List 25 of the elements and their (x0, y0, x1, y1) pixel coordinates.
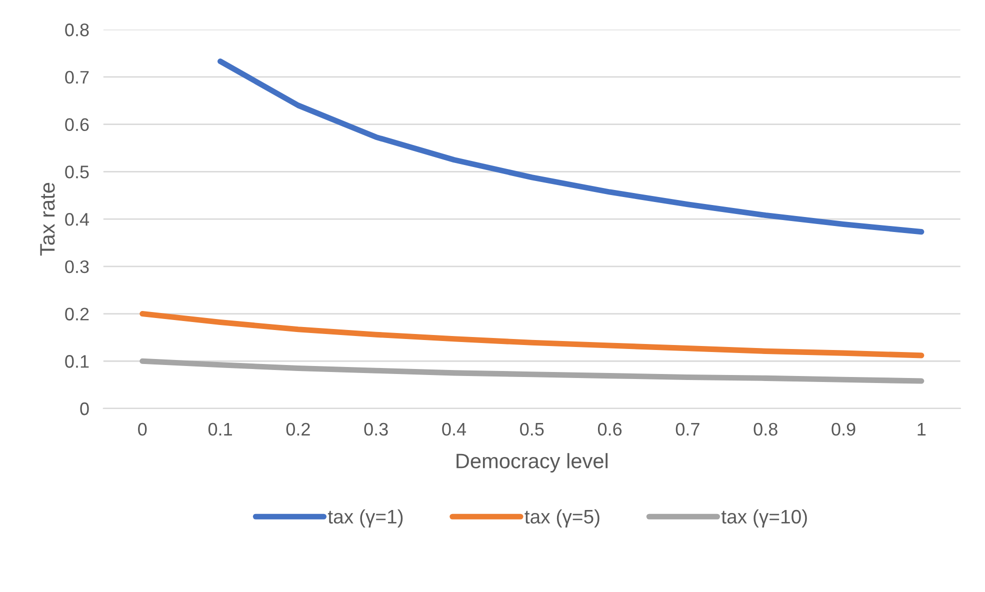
y-tick-label: 0.4 (65, 212, 90, 226)
x-tick-label: 0.8 (754, 422, 778, 436)
legend-label: tax (γ=1) (328, 509, 403, 528)
y-tick-label: 0.7 (65, 70, 89, 84)
y-tick-label: 0.3 (65, 260, 89, 274)
y-tick-label: 0.8 (65, 24, 89, 36)
x-tick-label: 0.5 (520, 422, 544, 436)
x-tick-label: 1 (918, 423, 926, 436)
x-tick-label: 0.6 (598, 422, 622, 436)
y-tick-label: 0.5 (65, 166, 89, 178)
y-tick-label: 0 (80, 402, 89, 416)
x-axis-title: Democracy level (456, 453, 608, 473)
legend-label: tax (γ=5) (524, 509, 600, 528)
x-tick-label: 0.7 (676, 422, 700, 436)
y-tick-label: 0.1 (65, 355, 89, 368)
y-tick-label: 0.2 (65, 308, 89, 320)
x-tick-label: 0 (138, 422, 147, 436)
x-tick-label: 0.9 (832, 422, 856, 436)
x-tick-label: 0.2 (286, 422, 310, 436)
y-tick-label: 0.6 (65, 118, 89, 132)
y-axis-title: Tax rate (40, 182, 55, 256)
x-tick-label: 0.4 (442, 422, 466, 436)
legend-label: tax (γ=10) (721, 509, 807, 528)
x-tick-label: 0.1 (208, 422, 232, 436)
x-tick-label: 0.3 (364, 422, 388, 436)
